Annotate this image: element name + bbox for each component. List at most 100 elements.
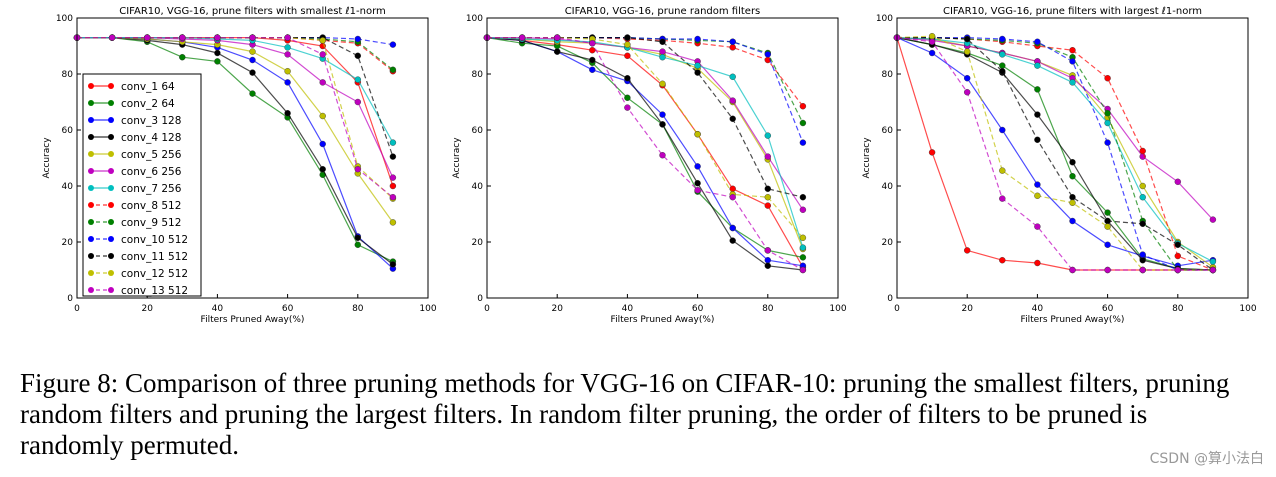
data-point [729, 193, 736, 201]
data-point [928, 49, 936, 57]
data-point [1104, 217, 1111, 225]
series-line [486, 37, 803, 271]
data-point [624, 52, 631, 59]
x-tick-label: 0 [74, 304, 80, 314]
data-point [999, 167, 1006, 174]
x-tick-label: 40 [212, 304, 224, 314]
data-point [1069, 266, 1076, 274]
data-point [799, 266, 807, 274]
data-point [764, 247, 771, 254]
x-tick-label: 80 [352, 304, 364, 314]
plot-frame [486, 17, 839, 299]
data-point [964, 48, 971, 55]
data-point [694, 163, 701, 170]
data-point [764, 153, 771, 160]
data-point [624, 104, 631, 111]
data-point [659, 121, 666, 128]
chart-title: CIFAR10, VGG-16, prune filters with smal… [119, 6, 386, 17]
legend-label: conv_6 256 [121, 166, 182, 178]
data-point [1104, 74, 1111, 82]
data-point [764, 257, 771, 264]
legend-label: conv_3 128 [121, 115, 181, 127]
series-line [897, 36, 1213, 271]
legend-label: conv_10 512 [121, 234, 188, 246]
series-2 [483, 34, 807, 261]
legend-label: conv_9 512 [121, 217, 181, 229]
data-point [389, 174, 397, 181]
y-axis-label: Accuracy [452, 137, 462, 179]
plot-frame [896, 17, 1249, 299]
y-tick-label: 40 [62, 182, 74, 192]
legend-marker [108, 219, 114, 225]
legend-label: conv_2 64 [121, 98, 175, 110]
legend-label: conv_4 128 [121, 132, 181, 144]
y-tick-label: 20 [882, 238, 894, 248]
data-point [1104, 241, 1111, 249]
series-line [487, 36, 804, 198]
y-tick-label: 0 [887, 294, 893, 304]
watermark: CSDN @算小法白 [1149, 451, 1264, 467]
legend-marker [108, 287, 114, 293]
y-tick-label: 0 [477, 294, 483, 304]
x-tick-label: 60 [1102, 304, 1114, 314]
data-point [1209, 216, 1217, 223]
data-point [694, 186, 701, 194]
data-point [764, 132, 771, 139]
data-point [589, 56, 596, 64]
subplot-2: CIFAR10, VGG-16, prune random filters 0 20… [452, 6, 847, 325]
data-point [1139, 182, 1146, 190]
data-point [354, 52, 361, 59]
x-tick-label: 100 [1239, 304, 1256, 314]
y-axis-label: Accuracy [862, 137, 872, 179]
legend-marker [108, 151, 114, 157]
data-point [764, 262, 771, 269]
x-tick-label: 80 [1172, 304, 1184, 314]
data-point [799, 254, 807, 261]
data-point [999, 126, 1006, 134]
legend-marker [88, 117, 94, 123]
data-point [249, 34, 256, 41]
data-point [1034, 62, 1041, 69]
data-point [389, 193, 397, 201]
series-line [77, 36, 394, 223]
legend-label: conv_7 256 [121, 183, 182, 195]
data-point [1139, 193, 1146, 201]
y-tick-label: 0 [67, 294, 73, 304]
series-line [486, 37, 804, 250]
x-tick-label: 40 [1032, 304, 1044, 314]
data-point [179, 34, 186, 41]
series-line [487, 36, 804, 143]
data-point [1174, 178, 1182, 186]
data-point [694, 69, 701, 76]
data-point [1174, 252, 1182, 260]
data-point [1104, 223, 1111, 230]
data-point [729, 115, 736, 123]
series-line [896, 37, 1214, 221]
legend-marker [108, 202, 114, 208]
x-axis-label: Filters Pruned Away(%) [1021, 315, 1125, 325]
data-point [799, 244, 807, 251]
y-tick-label: 40 [472, 182, 484, 192]
data-point [624, 94, 631, 102]
subplot-1: CIFAR10, VGG-16, prune filters with smal… [42, 6, 437, 325]
x-tick-label: 60 [282, 304, 294, 314]
figure-caption: Figure 8: Comparison of three pruning me… [20, 368, 1230, 460]
y-tick-label: 60 [62, 126, 74, 136]
data-point [1069, 172, 1076, 180]
data-point [389, 41, 397, 48]
series-13 [893, 34, 1217, 274]
series-line [486, 37, 804, 258]
y-tick-label: 60 [472, 126, 484, 136]
data-point [589, 40, 596, 47]
series-line [77, 36, 394, 263]
data-point [214, 34, 221, 41]
y-tick-label: 80 [882, 70, 894, 80]
data-point [589, 66, 596, 74]
data-point [143, 34, 151, 41]
data-point [1139, 220, 1146, 228]
data-point [1104, 266, 1111, 274]
data-point [1139, 266, 1146, 274]
series-line [487, 36, 804, 271]
series-line [77, 36, 394, 198]
legend-marker [88, 253, 94, 259]
